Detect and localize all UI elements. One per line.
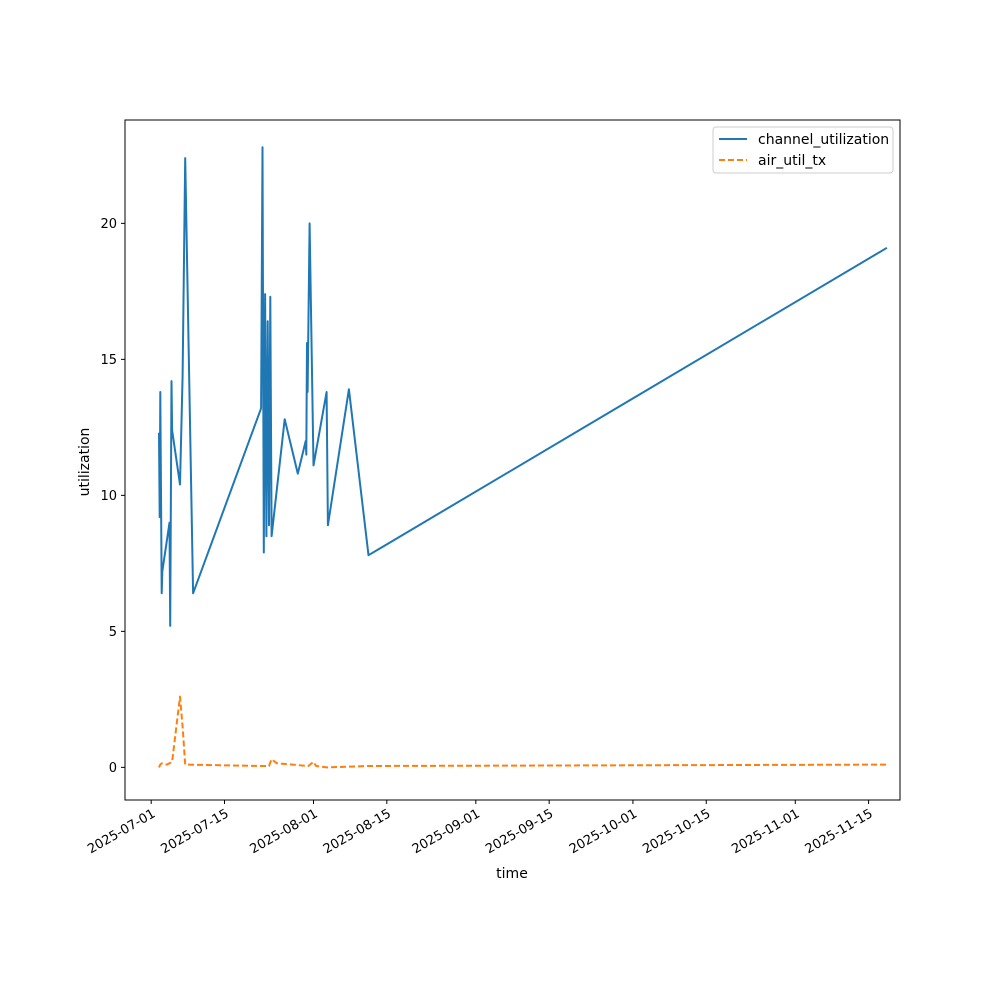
legend: channel_utilization air_util_tx [712,126,894,174]
y-tick-label: 5 [109,625,117,640]
x-axis-label: time [496,866,528,882]
y-axis-label: utilization [77,428,93,497]
y-tick-label: 15 [100,353,117,368]
series-layer [158,146,888,769]
y-tick-label: 20 [100,217,117,232]
legend-label-channel-utilization: channel_utilization [758,132,889,148]
legend-label-air-util-tx: air_util_tx [758,153,826,169]
plot-frame [124,119,901,801]
y-tick-label: 0 [109,761,117,776]
series-line-channel-utilization [158,146,888,627]
series-line-air-util-tx [158,695,887,769]
legend-frame [712,126,894,174]
y-tick-label: 10 [100,489,117,504]
